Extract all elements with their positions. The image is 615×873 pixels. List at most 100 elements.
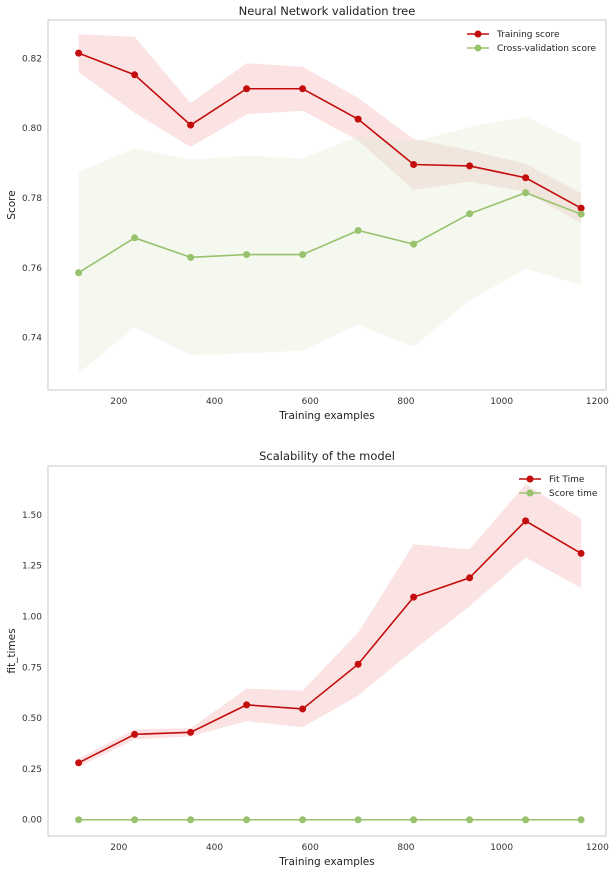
y-tick-label: 0.75 bbox=[22, 663, 42, 673]
confidence-bands bbox=[78, 34, 582, 374]
band-training-score bbox=[78, 34, 582, 224]
x-tick-label: 800 bbox=[397, 397, 414, 407]
y-tick-label: 1.00 bbox=[22, 612, 42, 622]
point-cross-validation-score bbox=[577, 210, 585, 218]
point-score-time bbox=[354, 816, 362, 824]
point-fit-time bbox=[131, 730, 139, 738]
point-cross-validation-score bbox=[522, 189, 530, 197]
point-score-time bbox=[243, 816, 251, 824]
x-tick-label: 600 bbox=[302, 843, 319, 853]
point-fit-time bbox=[243, 701, 251, 709]
point-score-time bbox=[75, 816, 83, 824]
line-fit-time bbox=[78, 519, 582, 764]
point-fit-time bbox=[410, 593, 418, 601]
legend: Fit Time Score time bbox=[519, 475, 598, 499]
point-cross-validation-score bbox=[410, 240, 418, 248]
y-axis-label: Score bbox=[6, 190, 18, 219]
point-training-score bbox=[466, 162, 474, 170]
x-axis-ticks: 200 400 600 800 1000 1200 bbox=[110, 397, 609, 407]
point-cross-validation-score bbox=[243, 251, 251, 259]
point-cross-validation-score bbox=[75, 269, 83, 277]
x-tick-label: 200 bbox=[110, 843, 127, 853]
point-fit-time bbox=[187, 728, 195, 736]
point-score-time bbox=[299, 816, 307, 824]
point-cross-validation-score bbox=[299, 251, 307, 259]
x-axis-ticks: 200 400 600 800 1000 1200 bbox=[110, 843, 609, 853]
point-training-score bbox=[75, 49, 83, 57]
y-tick-label: 1.25 bbox=[22, 562, 42, 572]
x-tick-label: 1000 bbox=[490, 397, 513, 407]
point-cross-validation-score bbox=[466, 210, 474, 218]
y-tick-label: 0.74 bbox=[22, 334, 42, 344]
legend-marker-score-time bbox=[526, 489, 534, 497]
band-cross-validation-score bbox=[78, 116, 582, 374]
chart-title: Scalability of the model bbox=[259, 449, 395, 463]
point-training-score bbox=[354, 115, 362, 123]
point-fit-time bbox=[354, 660, 362, 668]
x-tick-label: 1200 bbox=[586, 397, 609, 407]
x-tick-label: 400 bbox=[206, 843, 223, 853]
line-cross-validation-score bbox=[78, 191, 582, 274]
x-tick-label: 1200 bbox=[586, 843, 609, 853]
legend: Training score Cross-validation score bbox=[467, 30, 596, 54]
legend-label-score-time: Score time bbox=[549, 489, 598, 499]
scalability-chart: 200 400 600 800 1000 1200 0.00 0.25 0.50 0.75 1.0… bbox=[6, 449, 609, 868]
point-cross-validation-score bbox=[354, 226, 362, 234]
y-axis-label: fit_times bbox=[6, 628, 18, 673]
y-axis-ticks: 0.74 0.76 0.78 0.80 0.82 bbox=[22, 54, 42, 343]
x-axis-label: Training examples bbox=[278, 410, 374, 422]
y-tick-label: 0.82 bbox=[22, 54, 42, 64]
line-training-score bbox=[78, 52, 582, 209]
point-fit-time bbox=[466, 574, 474, 582]
point-fit-time bbox=[577, 549, 585, 557]
learning-curve-chart: 200 400 600 800 1000 1200 0.74 0.76 0.78 0.80 0.8… bbox=[6, 4, 609, 422]
legend-label-fit-time: Fit Time bbox=[549, 475, 585, 485]
x-tick-label: 1000 bbox=[490, 843, 513, 853]
legend-label-training-score: Training score bbox=[496, 30, 560, 40]
x-tick-label: 200 bbox=[110, 397, 127, 407]
x-tick-label: 400 bbox=[206, 397, 223, 407]
plot-area-frame bbox=[47, 19, 607, 391]
y-tick-label: 0.50 bbox=[22, 714, 42, 724]
legend-marker-fit-time bbox=[526, 475, 534, 483]
point-score-time bbox=[577, 816, 585, 824]
x-tick-label: 800 bbox=[397, 843, 414, 853]
point-score-time bbox=[522, 816, 530, 824]
legend-marker-training-score bbox=[474, 30, 482, 38]
point-score-time bbox=[187, 816, 195, 824]
point-training-score bbox=[131, 71, 139, 79]
point-training-score bbox=[577, 204, 585, 212]
y-tick-label: 1.50 bbox=[22, 511, 42, 521]
series-points bbox=[75, 517, 585, 824]
plot-area-frame bbox=[47, 465, 607, 837]
y-tick-label: 0.78 bbox=[22, 194, 42, 204]
point-score-time bbox=[466, 816, 474, 824]
x-tick-label: 600 bbox=[302, 397, 319, 407]
point-cross-validation-score bbox=[131, 234, 139, 242]
series-lines bbox=[78, 52, 582, 274]
band-fit-time bbox=[78, 484, 582, 767]
y-tick-label: 0.25 bbox=[22, 765, 42, 775]
point-training-score bbox=[410, 161, 418, 169]
x-axis-label: Training examples bbox=[278, 856, 374, 868]
point-training-score bbox=[522, 174, 530, 182]
chart-title: Neural Network validation tree bbox=[239, 4, 416, 18]
point-training-score bbox=[299, 85, 307, 93]
point-fit-time bbox=[522, 517, 530, 525]
point-training-score bbox=[243, 85, 251, 93]
series-lines bbox=[78, 519, 582, 821]
legend-marker-cross-validation-score bbox=[474, 44, 482, 52]
point-cross-validation-score bbox=[187, 253, 195, 261]
y-tick-label: 0.00 bbox=[22, 816, 42, 826]
legend-label-cross-validation-score: Cross-validation score bbox=[497, 44, 596, 54]
y-tick-label: 0.80 bbox=[22, 124, 42, 134]
series-points bbox=[75, 49, 585, 277]
y-axis-ticks: 0.00 0.25 0.50 0.75 1.00 1.25 1.50 bbox=[22, 511, 42, 826]
point-score-time bbox=[410, 816, 418, 824]
point-fit-time bbox=[75, 759, 83, 767]
point-fit-time bbox=[299, 705, 307, 713]
point-training-score bbox=[187, 121, 195, 129]
confidence-bands bbox=[78, 484, 582, 767]
point-score-time bbox=[131, 816, 139, 824]
